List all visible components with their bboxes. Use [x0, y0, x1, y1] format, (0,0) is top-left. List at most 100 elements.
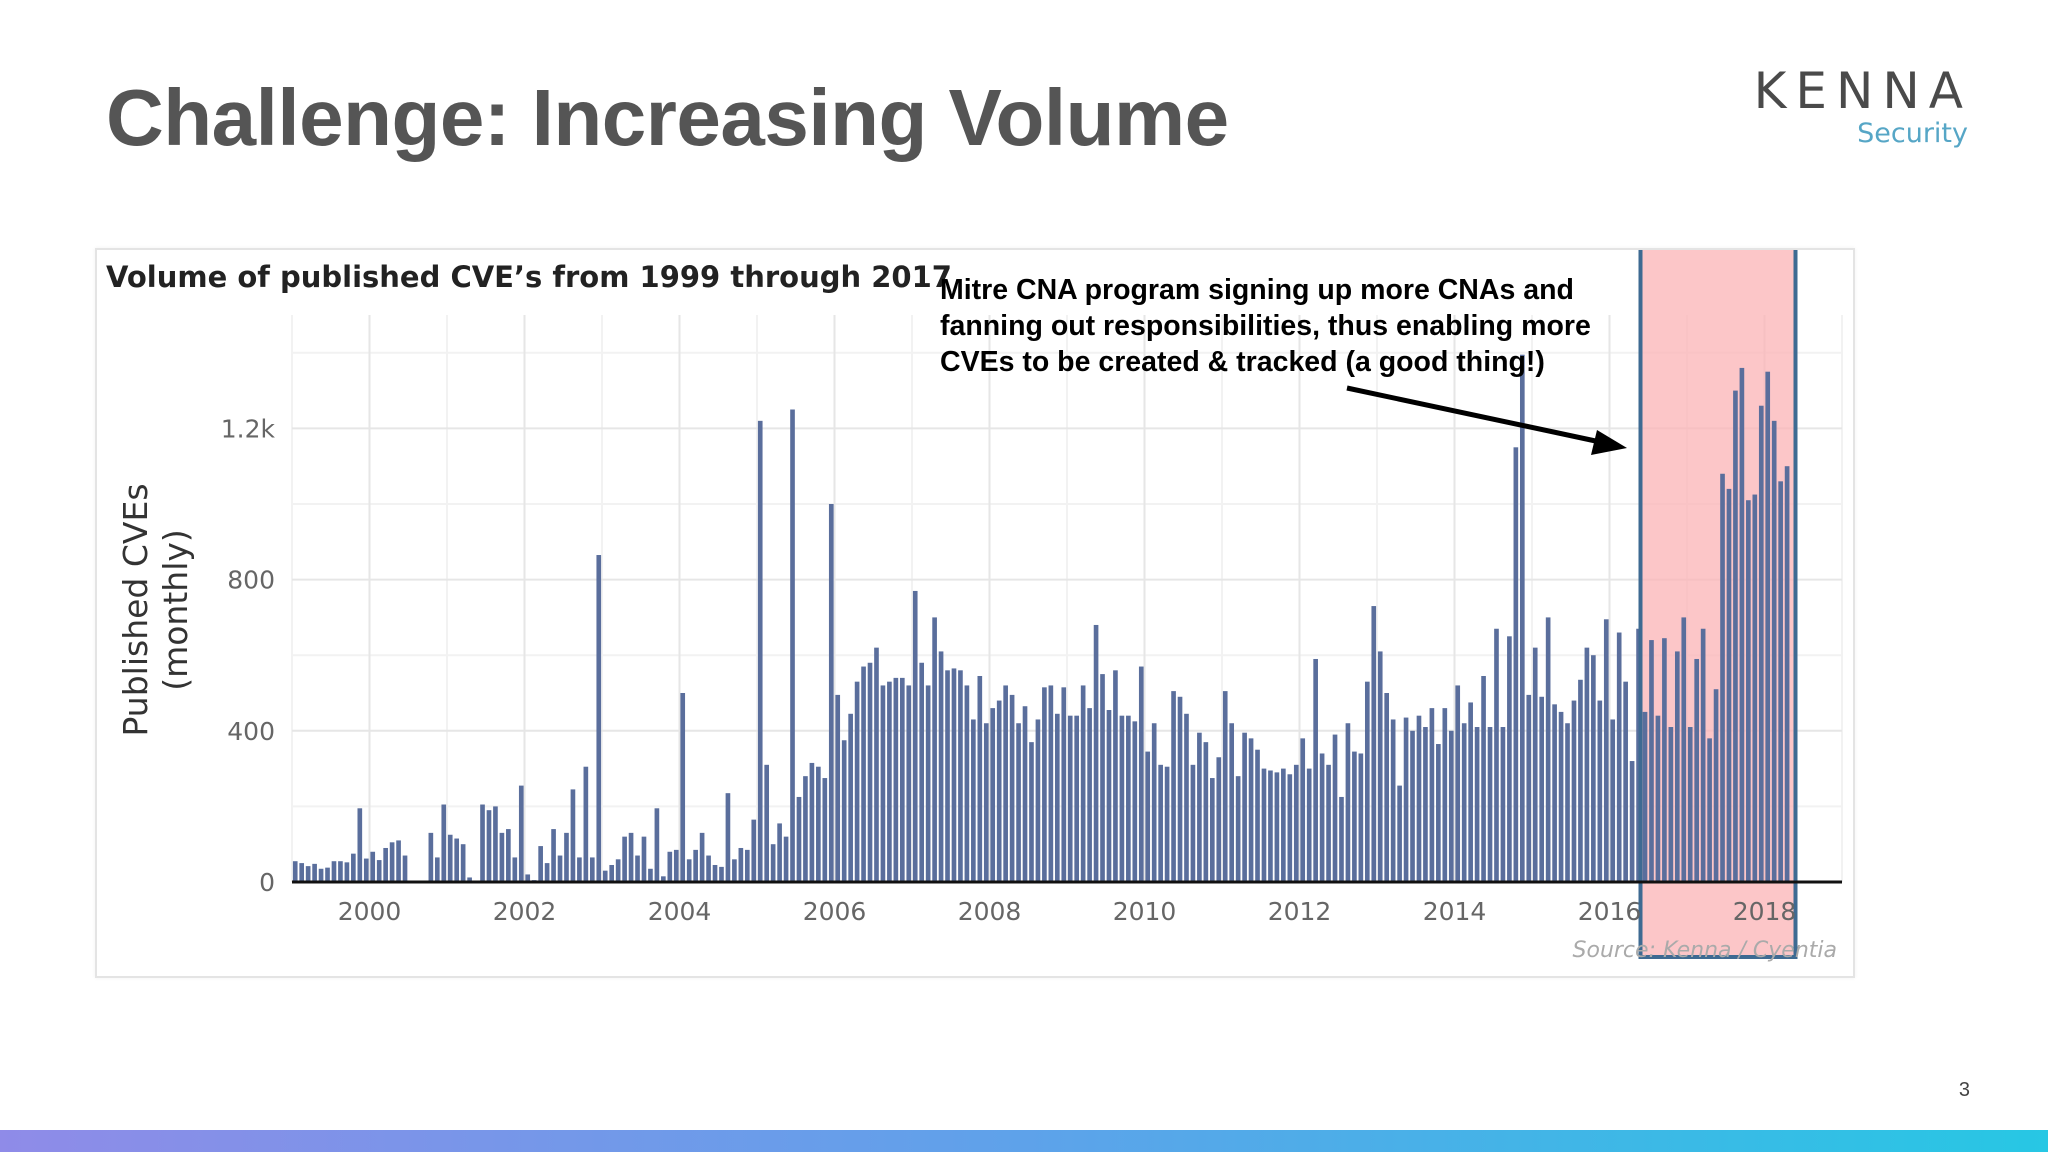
- bar: [506, 829, 511, 882]
- bar: [376, 860, 382, 882]
- bar: [693, 849, 698, 882]
- bar: [1558, 711, 1564, 882]
- bar: [738, 847, 744, 882]
- bar: [1784, 466, 1790, 882]
- bar: [402, 855, 408, 882]
- bar: [383, 847, 388, 882]
- y-tick-label: 400: [227, 717, 275, 746]
- bar: [1145, 751, 1151, 882]
- bar: [1448, 730, 1454, 882]
- bar: [783, 836, 789, 882]
- bar: [615, 859, 621, 882]
- bar: [1423, 727, 1428, 882]
- bar: [589, 857, 595, 882]
- bar: [1377, 651, 1383, 882]
- bar: [551, 829, 556, 882]
- x-tick-label: 2004: [648, 897, 712, 926]
- bar: [951, 668, 957, 882]
- bar: [880, 685, 886, 882]
- y-tick-label: 800: [227, 566, 275, 595]
- y-axis-label: Published CVEs(monthly): [116, 483, 195, 736]
- bar: [1158, 764, 1163, 882]
- bar: [1681, 617, 1687, 882]
- bar: [803, 776, 808, 882]
- bar: [1578, 679, 1583, 882]
- bar: [499, 832, 505, 882]
- slide-title: Challenge: Increasing Volume: [106, 73, 1229, 162]
- cve-volume-chart: Volume of published CVE’s from 1999 thro…: [106, 250, 1843, 963]
- bar: [1726, 488, 1732, 882]
- bar: [1306, 768, 1312, 882]
- bar: [1352, 751, 1357, 882]
- bar: [357, 808, 363, 882]
- bar: [971, 719, 976, 882]
- bar: [848, 713, 853, 882]
- bar: [1713, 689, 1719, 882]
- bar: [1371, 606, 1377, 882]
- bar: [1216, 757, 1222, 882]
- highlight-region-border: [1638, 250, 1798, 959]
- bar: [828, 504, 834, 882]
- bar: [1319, 753, 1325, 882]
- bar: [467, 877, 472, 882]
- bar: [570, 789, 576, 882]
- bar: [564, 832, 569, 882]
- bar: [1171, 691, 1176, 882]
- bar: [1442, 708, 1448, 882]
- bar: [1080, 685, 1086, 882]
- bar: [1642, 711, 1648, 882]
- bar: [1565, 723, 1570, 882]
- x-tick-label: 2014: [1423, 897, 1487, 926]
- bar: [699, 832, 705, 882]
- bar: [1042, 687, 1047, 882]
- bar: [1384, 693, 1390, 882]
- x-tick-label: 2002: [493, 897, 557, 926]
- bar: [1268, 770, 1273, 882]
- bar: [1048, 685, 1054, 882]
- bar: [1616, 632, 1622, 882]
- bar: [1203, 742, 1209, 882]
- bar: [1106, 710, 1112, 882]
- bar: [1209, 778, 1215, 882]
- bar: [1390, 719, 1396, 882]
- bar: [1197, 732, 1202, 882]
- bar: [331, 861, 337, 882]
- bar: [725, 793, 731, 882]
- bar: [602, 870, 608, 882]
- bar: [1126, 715, 1131, 882]
- bar: [1009, 694, 1015, 882]
- bar: [1138, 666, 1144, 882]
- bar: [925, 685, 931, 882]
- bar: [1545, 617, 1551, 882]
- bar: [822, 778, 828, 882]
- bar: [1571, 700, 1577, 882]
- bar: [1067, 715, 1073, 882]
- bar: [1093, 624, 1099, 882]
- bar: [1261, 768, 1267, 882]
- bar: [661, 876, 666, 882]
- bar: [1487, 727, 1493, 882]
- bar: [1358, 753, 1364, 882]
- bar: [1668, 727, 1674, 882]
- bar: [1700, 628, 1706, 882]
- bar: [312, 863, 317, 882]
- y-tick-label: 0: [259, 868, 275, 897]
- bar: [486, 810, 492, 882]
- bar: [1022, 706, 1028, 882]
- bar: [292, 861, 298, 882]
- bar: [712, 864, 718, 882]
- bar: [1113, 670, 1118, 882]
- bar: [1739, 367, 1745, 882]
- bar: [577, 857, 582, 882]
- bar: [906, 685, 912, 882]
- bar: [1326, 764, 1331, 882]
- bar: [932, 617, 937, 882]
- bar: [1597, 700, 1603, 882]
- bar: [919, 662, 925, 882]
- bar: [958, 670, 963, 882]
- bar: [1074, 715, 1080, 882]
- bar: [641, 836, 647, 882]
- bar: [596, 555, 602, 882]
- x-tick-label: 2010: [1113, 897, 1177, 926]
- bar: [1584, 647, 1590, 882]
